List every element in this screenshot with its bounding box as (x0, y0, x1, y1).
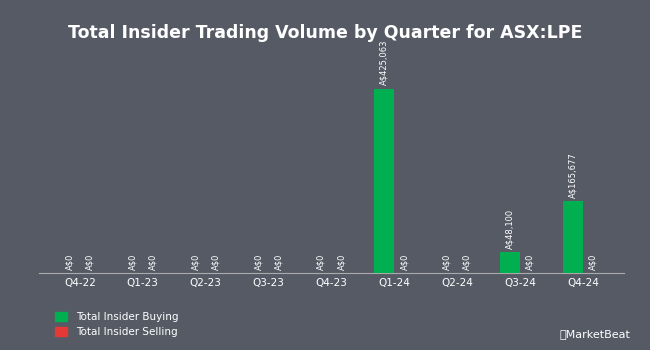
Text: A$0: A$0 (191, 253, 200, 270)
Bar (500, 252, 520, 273)
Text: A$425,063: A$425,063 (380, 40, 389, 85)
Text: A$0: A$0 (337, 253, 346, 270)
Text: ⼋MarketBeat: ⼋MarketBeat (560, 329, 630, 340)
Text: A$0: A$0 (211, 253, 220, 270)
Text: Total Insider Trading Volume by Quarter for ASX:LPE: Total Insider Trading Volume by Quarter … (68, 25, 582, 42)
Bar (563, 201, 583, 273)
Text: A$0: A$0 (526, 253, 535, 270)
Text: A$0: A$0 (128, 253, 137, 270)
Text: A$0: A$0 (65, 253, 74, 270)
Text: A$48,100: A$48,100 (506, 209, 515, 248)
Legend: Total Insider Buying, Total Insider Selling: Total Insider Buying, Total Insider Sell… (51, 308, 183, 341)
Text: A$0: A$0 (317, 253, 326, 270)
Text: A$0: A$0 (85, 253, 94, 270)
Text: A$0: A$0 (443, 253, 452, 270)
Text: A$0: A$0 (148, 253, 157, 270)
Text: A$0: A$0 (463, 253, 472, 270)
Text: A$0: A$0 (274, 253, 283, 270)
Text: A$165,677: A$165,677 (569, 152, 578, 198)
Bar (374, 89, 395, 273)
Text: A$0: A$0 (589, 253, 598, 270)
Text: A$0: A$0 (254, 253, 263, 270)
Text: A$0: A$0 (400, 253, 409, 270)
